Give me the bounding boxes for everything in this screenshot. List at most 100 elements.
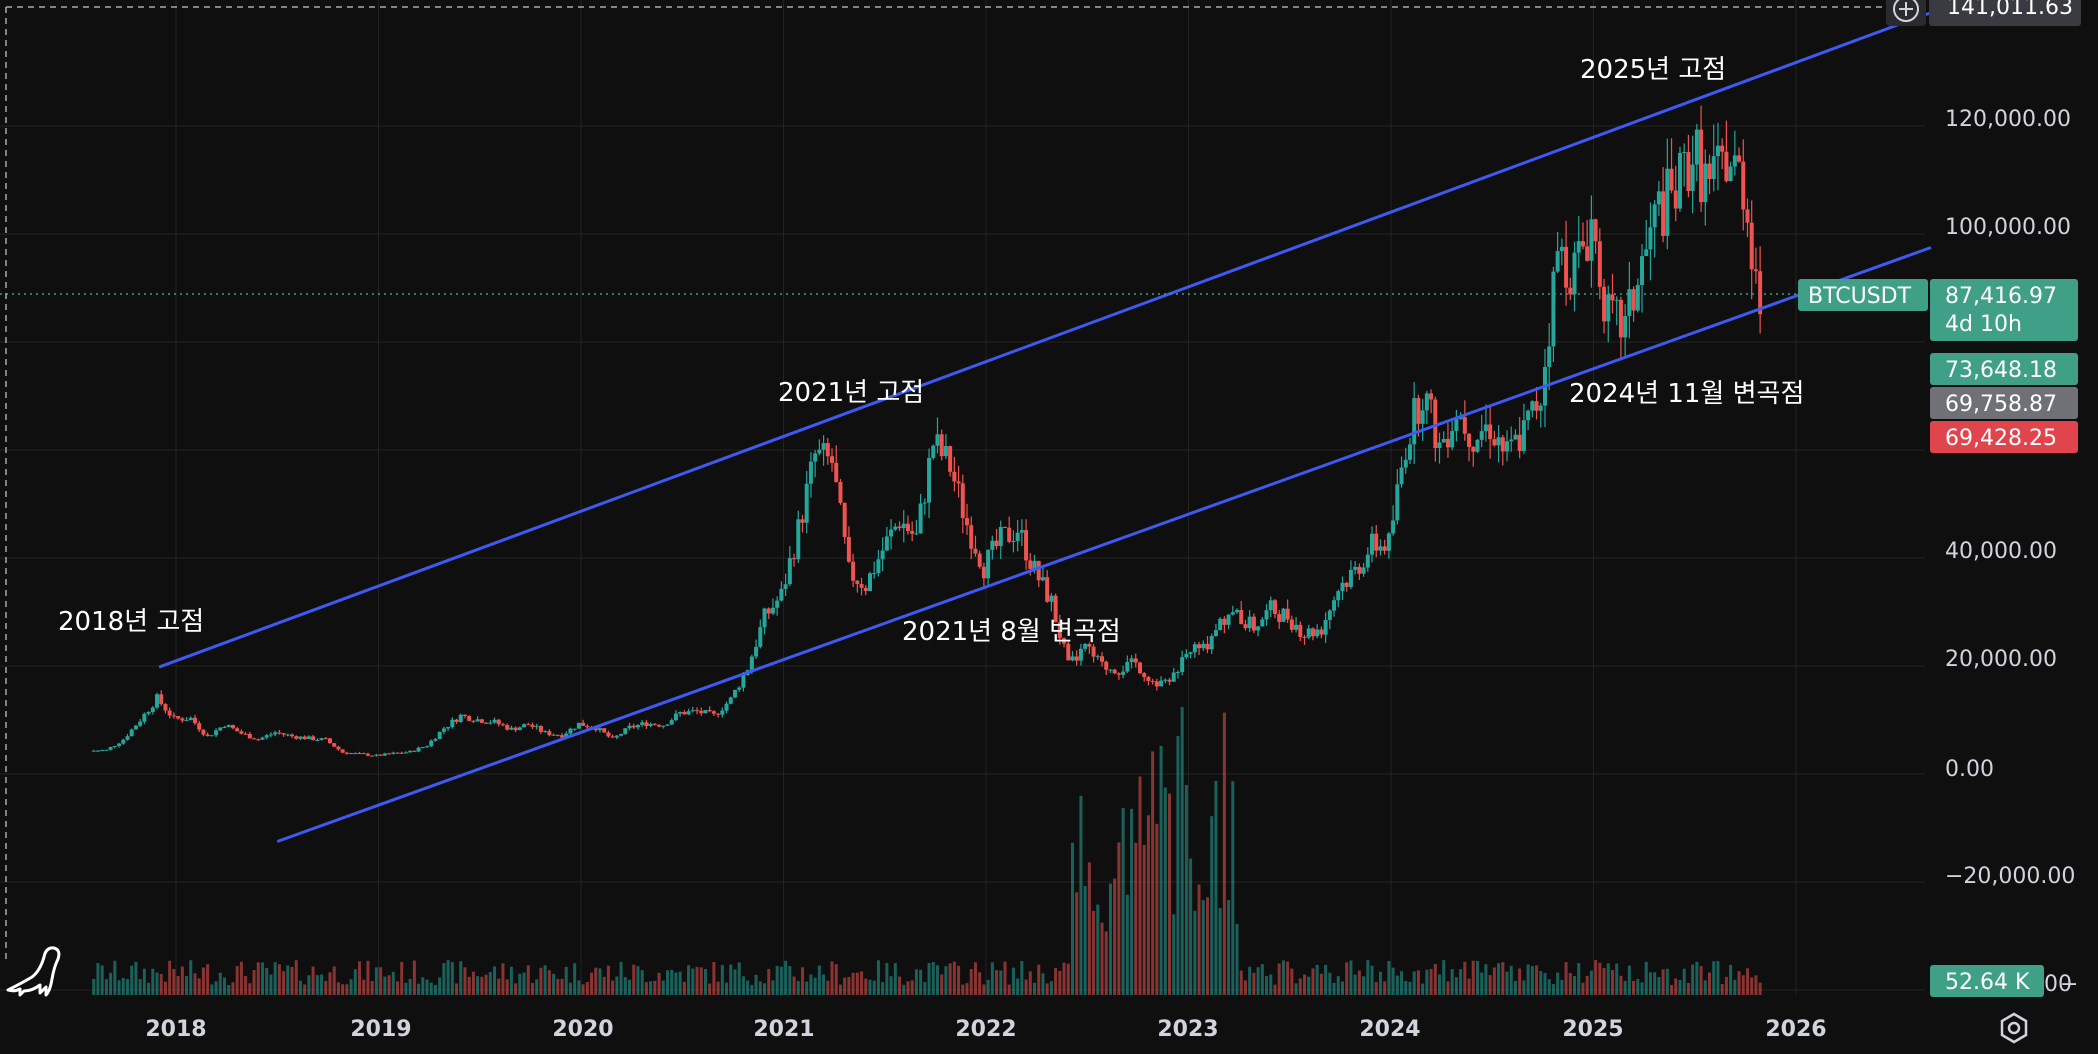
volume-bar bbox=[1438, 974, 1442, 995]
volume-bar bbox=[581, 984, 585, 995]
candle-body bbox=[155, 694, 160, 708]
candle-body bbox=[1530, 401, 1535, 411]
candle-body bbox=[749, 656, 754, 671]
annotation-2021-high[interactable]: 2021년 고점 bbox=[778, 378, 924, 408]
volume-bar bbox=[1589, 970, 1593, 995]
volume-bar bbox=[459, 961, 463, 995]
x-tick-label: 2024 bbox=[1359, 1017, 1420, 1042]
candle-body bbox=[1741, 161, 1746, 210]
volume-bar bbox=[1606, 963, 1610, 995]
candle-body bbox=[1635, 285, 1640, 311]
volume-bar bbox=[1104, 931, 1108, 995]
upper-channel-line[interactable] bbox=[158, 11, 1932, 669]
level-value: 69,428.25 bbox=[1945, 426, 2057, 451]
volume-bar bbox=[244, 976, 248, 995]
candle-body bbox=[1154, 681, 1159, 687]
candle-body bbox=[1374, 533, 1379, 551]
candle-body bbox=[1517, 434, 1522, 452]
volume-bar bbox=[1657, 977, 1661, 995]
candle-body bbox=[522, 724, 527, 728]
candle-body bbox=[1521, 420, 1526, 452]
candle-body bbox=[382, 753, 387, 756]
volume-bar bbox=[1387, 960, 1391, 995]
candle-body bbox=[568, 728, 573, 734]
plus-circle-icon[interactable] bbox=[1893, 0, 1919, 22]
lower-channel-line[interactable] bbox=[276, 246, 1932, 843]
y-tick-label: 0.00 bbox=[1945, 757, 1994, 782]
candle-body bbox=[247, 733, 252, 739]
x-axis[interactable]: 2018 2019 2020 2021 2022 2023 2024 2025 … bbox=[145, 1017, 1826, 1042]
candle-body bbox=[378, 754, 383, 756]
candle-body bbox=[1049, 595, 1054, 602]
candle-body bbox=[201, 729, 206, 735]
candle-body bbox=[239, 731, 244, 734]
volume-bar bbox=[1501, 962, 1505, 995]
candle-body bbox=[1315, 629, 1320, 637]
candle-body bbox=[998, 526, 1003, 547]
candle-body bbox=[104, 749, 109, 751]
candle-body bbox=[513, 727, 518, 731]
volume-bar bbox=[1146, 815, 1150, 995]
volume-bar bbox=[1134, 842, 1138, 995]
x-tick-label: 2019 bbox=[350, 1017, 411, 1042]
x-tick-label: 2022 bbox=[955, 1017, 1016, 1042]
volume-bar bbox=[1113, 878, 1117, 995]
candle-body bbox=[560, 735, 565, 738]
candle-body bbox=[1256, 626, 1261, 631]
volume-bar bbox=[914, 969, 918, 995]
candle-body bbox=[1576, 241, 1581, 253]
add-button[interactable] bbox=[1886, 0, 1926, 26]
candle-body bbox=[994, 540, 999, 547]
candle-body bbox=[1669, 168, 1674, 191]
annotation-2025-high[interactable]: 2025년 고점 bbox=[1580, 55, 1726, 85]
volume-bar bbox=[1079, 795, 1083, 995]
annotation-2018-high[interactable]: 2018년 고점 bbox=[58, 607, 204, 637]
volume-bar bbox=[1745, 968, 1749, 995]
volume-bar bbox=[796, 981, 800, 995]
volume-bar bbox=[1619, 975, 1623, 995]
candle-body bbox=[176, 716, 181, 719]
volume-bar bbox=[155, 972, 159, 995]
volume-bar bbox=[999, 970, 1003, 995]
candle-body bbox=[1475, 439, 1480, 452]
candle-body bbox=[311, 736, 316, 741]
annotation-2021-aug-inflection[interactable]: 2021년 8월 변곡점 bbox=[902, 617, 1121, 647]
candle-body bbox=[425, 746, 430, 748]
volume-bar bbox=[530, 982, 534, 995]
hexagon-settings-icon[interactable] bbox=[2000, 1012, 2028, 1044]
volume-bar bbox=[1632, 980, 1636, 995]
channel-lines[interactable] bbox=[158, 11, 1932, 843]
candle-body bbox=[905, 523, 910, 532]
candle-body bbox=[716, 713, 721, 715]
candle-body bbox=[1403, 459, 1408, 468]
candle-body bbox=[1585, 246, 1590, 261]
candle-body bbox=[226, 724, 231, 727]
volume-bar bbox=[1239, 970, 1243, 995]
dinosaur-logo-icon[interactable] bbox=[6, 946, 61, 997]
volume-bar bbox=[1433, 963, 1437, 995]
candle-body bbox=[1593, 219, 1598, 242]
volume-bar bbox=[1454, 977, 1458, 995]
volume-bar bbox=[480, 976, 484, 995]
volume-bar bbox=[1492, 967, 1496, 995]
volume-bar bbox=[1003, 961, 1007, 995]
volume-bar bbox=[450, 962, 454, 995]
volume-bar bbox=[1585, 975, 1589, 995]
volume-bar bbox=[1362, 976, 1366, 995]
volume-bar bbox=[615, 976, 619, 995]
candle-body bbox=[1108, 669, 1113, 671]
volume-bar bbox=[750, 984, 754, 995]
y-axis[interactable]: 120,000.00 100,000.00 40,000.00 20,000.0… bbox=[1945, 107, 2078, 997]
candle-body bbox=[1070, 656, 1075, 661]
candle-body bbox=[1011, 540, 1016, 542]
volume-bar bbox=[889, 976, 893, 995]
candle-body bbox=[1656, 191, 1661, 205]
candle-body bbox=[640, 722, 645, 726]
candle-body bbox=[872, 573, 877, 575]
candle-body bbox=[273, 732, 278, 735]
volume-bar bbox=[252, 969, 256, 995]
annotation-2024-nov-inflection[interactable]: 2024년 11월 변곡점 bbox=[1569, 379, 1804, 409]
candle-body bbox=[1100, 656, 1105, 662]
volume-bar bbox=[1058, 970, 1062, 995]
